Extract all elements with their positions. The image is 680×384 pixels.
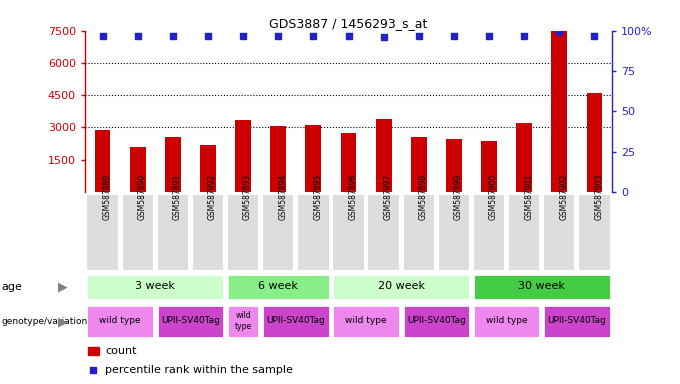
Text: UPII-SV40Tag: UPII-SV40Tag: [407, 316, 466, 325]
Point: [88, 366, 99, 372]
Text: GSM587893: GSM587893: [243, 174, 252, 220]
FancyBboxPatch shape: [297, 194, 330, 271]
FancyBboxPatch shape: [156, 194, 189, 271]
Bar: [516, 123, 532, 192]
Text: GSM587900: GSM587900: [489, 174, 498, 220]
FancyBboxPatch shape: [438, 194, 470, 271]
Text: wild
type: wild type: [235, 311, 252, 331]
Text: wild type: wild type: [486, 316, 528, 325]
Text: UPII-SV40Tag: UPII-SV40Tag: [161, 316, 220, 325]
Text: GSM587902: GSM587902: [559, 174, 568, 220]
Text: GSM587891: GSM587891: [173, 174, 182, 220]
Point: [554, 29, 564, 35]
Point: [238, 33, 249, 39]
Point: [413, 33, 424, 39]
Text: GSM587898: GSM587898: [419, 174, 428, 220]
FancyBboxPatch shape: [543, 194, 575, 271]
Text: genotype/variation: genotype/variation: [1, 317, 88, 326]
Bar: [376, 119, 392, 192]
Text: ▶: ▶: [58, 315, 67, 328]
Text: GSM587901: GSM587901: [524, 174, 533, 220]
Text: ▶: ▶: [58, 281, 67, 293]
FancyBboxPatch shape: [333, 274, 470, 300]
Text: GSM587890: GSM587890: [137, 174, 147, 220]
Point: [132, 33, 143, 39]
Text: UPII-SV40Tag: UPII-SV40Tag: [267, 316, 325, 325]
Bar: [271, 126, 286, 192]
FancyBboxPatch shape: [333, 194, 364, 271]
FancyBboxPatch shape: [86, 194, 119, 271]
FancyBboxPatch shape: [578, 194, 611, 271]
FancyBboxPatch shape: [86, 274, 224, 300]
Point: [483, 33, 494, 39]
Point: [97, 33, 108, 39]
Text: 30 week: 30 week: [518, 281, 565, 291]
Text: 3 week: 3 week: [135, 281, 175, 291]
FancyBboxPatch shape: [473, 194, 505, 271]
Point: [343, 33, 354, 39]
Bar: [551, 31, 567, 192]
Bar: [587, 93, 602, 192]
Bar: [200, 145, 216, 192]
Text: GSM587895: GSM587895: [313, 174, 322, 220]
Point: [167, 33, 178, 39]
Point: [203, 33, 214, 39]
FancyBboxPatch shape: [156, 305, 224, 338]
Point: [273, 33, 284, 39]
Text: GSM587896: GSM587896: [348, 174, 358, 220]
FancyBboxPatch shape: [227, 194, 259, 271]
FancyBboxPatch shape: [227, 274, 330, 300]
Bar: [341, 133, 356, 192]
Point: [589, 33, 600, 39]
Bar: [305, 125, 321, 192]
Text: percentile rank within the sample: percentile rank within the sample: [105, 364, 293, 375]
Point: [308, 33, 319, 39]
FancyBboxPatch shape: [333, 305, 400, 338]
FancyBboxPatch shape: [473, 274, 611, 300]
Text: GSM587892: GSM587892: [208, 174, 217, 220]
Bar: [165, 137, 181, 192]
FancyBboxPatch shape: [403, 305, 470, 338]
Text: 6 week: 6 week: [258, 281, 298, 291]
Text: 20 week: 20 week: [377, 281, 425, 291]
Text: GSM587894: GSM587894: [278, 174, 287, 220]
Point: [519, 33, 530, 39]
Text: count: count: [105, 346, 137, 356]
Point: [378, 34, 389, 40]
Text: UPII-SV40Tag: UPII-SV40Tag: [547, 316, 607, 325]
Text: GSM587889: GSM587889: [103, 174, 112, 220]
Bar: [481, 141, 497, 192]
FancyBboxPatch shape: [543, 305, 611, 338]
Text: age: age: [1, 282, 22, 292]
FancyBboxPatch shape: [403, 194, 435, 271]
FancyBboxPatch shape: [508, 194, 541, 271]
FancyBboxPatch shape: [227, 305, 259, 338]
FancyBboxPatch shape: [86, 305, 154, 338]
FancyBboxPatch shape: [192, 194, 224, 271]
Point: [449, 33, 460, 39]
Text: wild type: wild type: [99, 316, 141, 325]
Text: GSM587899: GSM587899: [454, 174, 463, 220]
FancyBboxPatch shape: [122, 194, 154, 271]
FancyBboxPatch shape: [367, 194, 400, 271]
Bar: [446, 139, 462, 192]
FancyBboxPatch shape: [262, 194, 294, 271]
Text: wild type: wild type: [345, 316, 387, 325]
Bar: [235, 120, 251, 192]
Text: GSM587903: GSM587903: [594, 174, 603, 220]
FancyBboxPatch shape: [473, 305, 541, 338]
Title: GDS3887 / 1456293_s_at: GDS3887 / 1456293_s_at: [269, 17, 428, 30]
FancyBboxPatch shape: [262, 305, 330, 338]
Text: GSM587897: GSM587897: [384, 174, 392, 220]
Bar: [95, 130, 110, 192]
Bar: [130, 147, 146, 192]
Bar: [411, 137, 426, 192]
Bar: [88, 346, 99, 355]
